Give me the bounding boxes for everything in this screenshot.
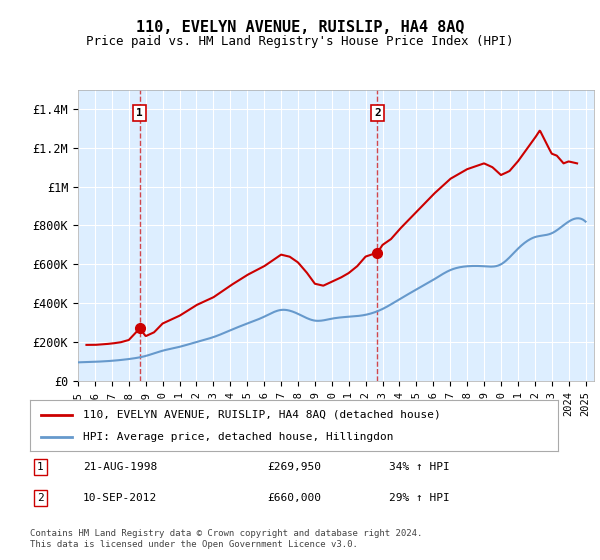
Text: 110, EVELYN AVENUE, RUISLIP, HA4 8AQ (detached house): 110, EVELYN AVENUE, RUISLIP, HA4 8AQ (de…	[83, 409, 440, 419]
Text: 2: 2	[37, 493, 44, 503]
Text: 34% ↑ HPI: 34% ↑ HPI	[389, 462, 450, 472]
Text: 1: 1	[136, 108, 143, 118]
Text: 1: 1	[37, 462, 44, 472]
Text: 21-AUG-1998: 21-AUG-1998	[83, 462, 157, 472]
Text: £269,950: £269,950	[268, 462, 322, 472]
Text: 29% ↑ HPI: 29% ↑ HPI	[389, 493, 450, 503]
Text: 110, EVELYN AVENUE, RUISLIP, HA4 8AQ: 110, EVELYN AVENUE, RUISLIP, HA4 8AQ	[136, 20, 464, 35]
Text: Contains HM Land Registry data © Crown copyright and database right 2024.
This d: Contains HM Land Registry data © Crown c…	[30, 529, 422, 549]
Text: HPI: Average price, detached house, Hillingdon: HPI: Average price, detached house, Hill…	[83, 432, 394, 442]
Text: £660,000: £660,000	[268, 493, 322, 503]
Text: Price paid vs. HM Land Registry's House Price Index (HPI): Price paid vs. HM Land Registry's House …	[86, 35, 514, 48]
Text: 10-SEP-2012: 10-SEP-2012	[83, 493, 157, 503]
Text: 2: 2	[374, 108, 381, 118]
